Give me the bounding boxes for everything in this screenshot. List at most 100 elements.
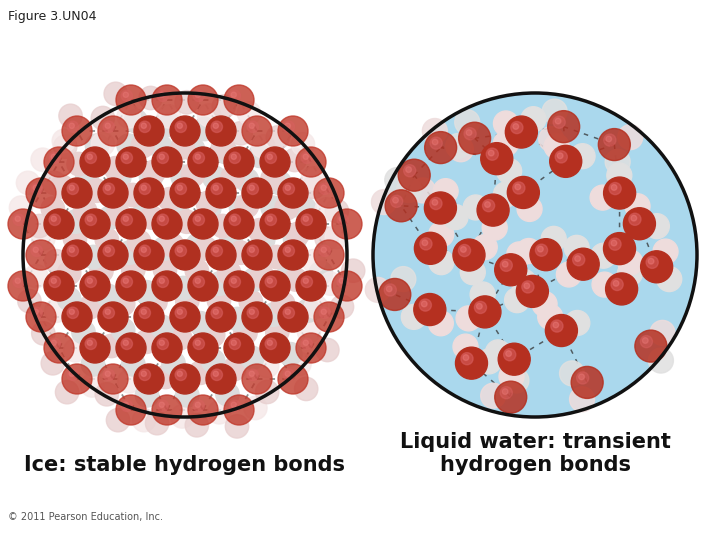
Circle shape — [211, 307, 222, 319]
Circle shape — [570, 387, 595, 411]
Circle shape — [63, 339, 87, 362]
Circle shape — [207, 289, 230, 312]
Circle shape — [242, 178, 272, 208]
Circle shape — [314, 178, 344, 208]
Circle shape — [530, 239, 562, 271]
Circle shape — [175, 183, 186, 194]
Circle shape — [278, 178, 308, 208]
Circle shape — [13, 214, 24, 226]
Circle shape — [112, 318, 135, 342]
Circle shape — [175, 245, 186, 256]
Circle shape — [285, 123, 290, 129]
Circle shape — [384, 284, 397, 296]
Circle shape — [81, 374, 104, 397]
Circle shape — [516, 239, 541, 264]
Circle shape — [177, 185, 182, 191]
Circle shape — [237, 102, 261, 125]
Circle shape — [504, 368, 529, 393]
Circle shape — [279, 342, 302, 366]
Circle shape — [87, 340, 92, 346]
Circle shape — [609, 238, 621, 250]
Circle shape — [485, 201, 490, 207]
Circle shape — [152, 395, 182, 425]
Circle shape — [423, 118, 447, 144]
Circle shape — [247, 183, 258, 194]
Circle shape — [606, 136, 611, 142]
Circle shape — [301, 276, 312, 287]
Circle shape — [314, 302, 344, 332]
Circle shape — [521, 107, 546, 132]
Circle shape — [613, 280, 619, 286]
Circle shape — [139, 165, 163, 188]
Circle shape — [372, 190, 397, 214]
Circle shape — [159, 402, 164, 408]
Circle shape — [410, 178, 436, 203]
Circle shape — [213, 371, 218, 376]
Circle shape — [611, 240, 617, 246]
Circle shape — [181, 163, 204, 187]
Circle shape — [72, 320, 95, 344]
Circle shape — [96, 284, 120, 308]
Circle shape — [319, 245, 330, 256]
Circle shape — [606, 273, 638, 305]
Circle shape — [141, 371, 146, 376]
Circle shape — [303, 216, 308, 221]
Circle shape — [135, 384, 158, 407]
Circle shape — [624, 208, 655, 240]
Circle shape — [267, 216, 272, 221]
Circle shape — [150, 315, 174, 339]
Circle shape — [211, 369, 222, 381]
Circle shape — [24, 265, 48, 288]
Circle shape — [341, 259, 365, 282]
Circle shape — [242, 364, 272, 394]
Circle shape — [404, 165, 415, 177]
Circle shape — [51, 340, 56, 346]
Circle shape — [152, 209, 182, 239]
Circle shape — [564, 310, 590, 335]
Circle shape — [283, 245, 294, 256]
Circle shape — [302, 175, 325, 199]
Circle shape — [288, 352, 311, 375]
Circle shape — [420, 238, 432, 250]
Circle shape — [618, 250, 643, 275]
Circle shape — [188, 147, 218, 177]
Circle shape — [144, 290, 167, 314]
Circle shape — [52, 129, 76, 153]
Circle shape — [430, 137, 442, 149]
Circle shape — [283, 183, 294, 194]
Circle shape — [123, 340, 128, 346]
Circle shape — [579, 374, 585, 380]
Circle shape — [555, 118, 561, 124]
Circle shape — [515, 184, 521, 190]
Circle shape — [598, 129, 630, 160]
Circle shape — [49, 276, 60, 287]
Circle shape — [384, 167, 410, 192]
Circle shape — [98, 364, 128, 394]
Circle shape — [214, 140, 238, 164]
Circle shape — [195, 278, 200, 284]
Circle shape — [459, 245, 471, 256]
Circle shape — [285, 309, 290, 314]
Circle shape — [176, 383, 199, 407]
Circle shape — [51, 216, 56, 221]
Circle shape — [177, 309, 182, 314]
Circle shape — [261, 196, 284, 219]
Circle shape — [513, 124, 518, 130]
Circle shape — [8, 271, 38, 301]
Circle shape — [188, 333, 218, 363]
Circle shape — [510, 122, 523, 134]
Circle shape — [121, 338, 132, 349]
Circle shape — [284, 268, 307, 291]
Circle shape — [603, 177, 636, 209]
Circle shape — [266, 126, 289, 149]
Circle shape — [188, 85, 218, 115]
Circle shape — [67, 183, 78, 194]
Circle shape — [557, 153, 563, 159]
Circle shape — [538, 246, 544, 252]
Circle shape — [260, 209, 290, 239]
Circle shape — [139, 86, 162, 110]
Circle shape — [503, 389, 508, 394]
Circle shape — [159, 340, 164, 346]
Text: Ice: stable hydrogen bonds: Ice: stable hydrogen bonds — [24, 455, 346, 475]
Circle shape — [98, 178, 128, 208]
